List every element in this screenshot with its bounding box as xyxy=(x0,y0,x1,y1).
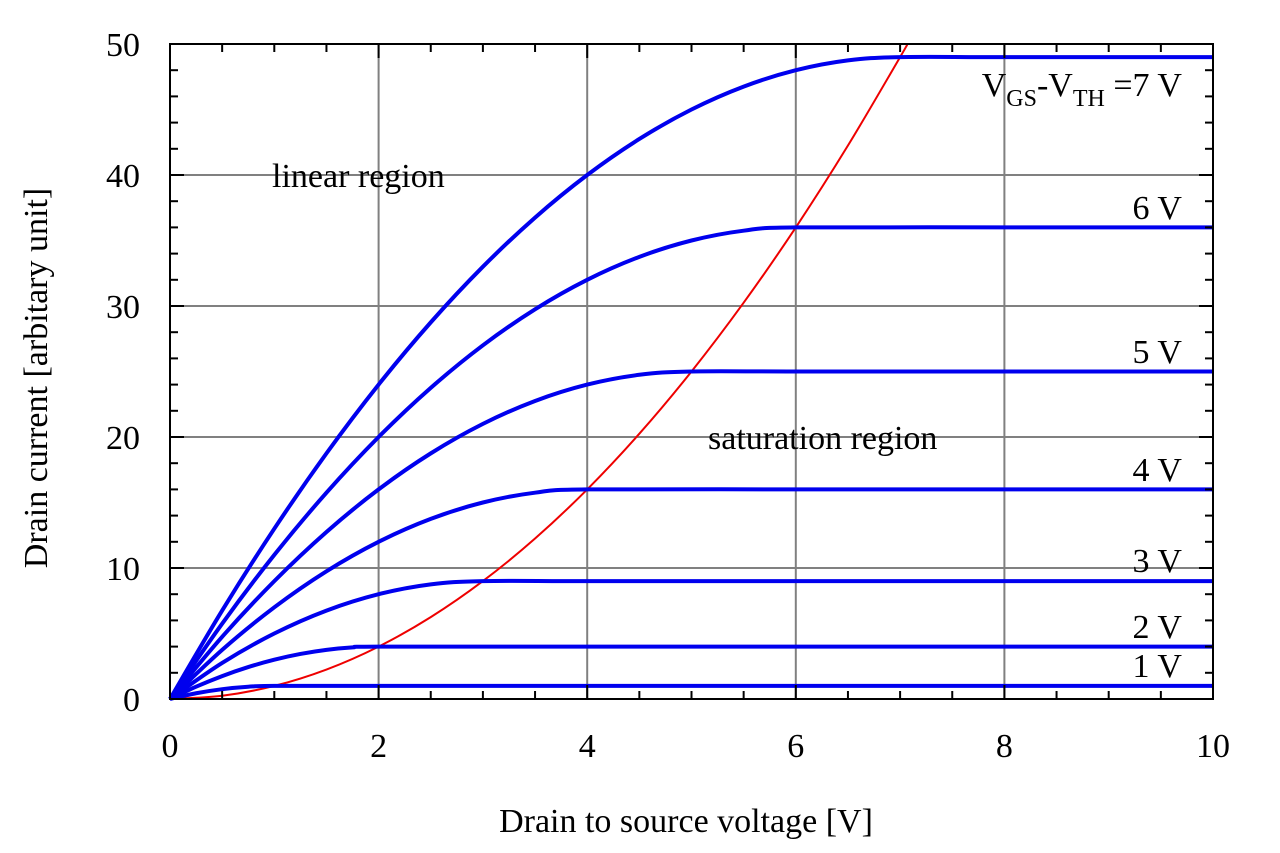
annotation-saturation-region: saturation region xyxy=(708,420,937,457)
x-tick-label: 6 xyxy=(787,728,804,765)
label-th-subscript: TH xyxy=(1073,86,1105,112)
curve-label-vov-7: VGS-VTH =7 V xyxy=(982,67,1183,112)
x-tick-label: 2 xyxy=(370,728,387,765)
y-tick-label: 20 xyxy=(106,420,140,457)
x-tick-label: 10 xyxy=(1196,728,1230,765)
curve-label-vov-2: 2 V xyxy=(1133,609,1183,646)
id-curve-vov-7 xyxy=(168,54,1213,701)
curve-label-vov-3: 3 V xyxy=(1133,543,1183,580)
label-dash-v: -V xyxy=(1037,67,1073,104)
id-curve-vov-5 xyxy=(168,369,1213,701)
curve-label-vov-4: 4 V xyxy=(1133,452,1183,489)
y-tick-label: 50 xyxy=(106,27,140,64)
y-tick-label: 0 xyxy=(123,682,140,719)
x-tick-label: 8 xyxy=(996,728,1013,765)
id-curve-vov-4 xyxy=(168,487,1213,701)
label-v: V xyxy=(982,67,1007,104)
id-curve-vov-2 xyxy=(169,644,1213,701)
curve-label-vov-5: 5 V xyxy=(1133,334,1183,371)
y-tick-label: 10 xyxy=(106,551,140,588)
grid-lines xyxy=(170,44,1213,699)
axis-tick-labels: 0 2 4 6 8 10 0 10 20 30 40 50 xyxy=(106,27,1230,765)
y-axis-title: Drain current [arbitary unit] xyxy=(18,188,55,568)
label-gs-subscript: GS xyxy=(1006,86,1037,112)
x-tick-label: 4 xyxy=(579,728,596,765)
label-tail: =7 V xyxy=(1105,67,1183,104)
x-tick-label: 0 xyxy=(162,728,179,765)
y-tick-label: 30 xyxy=(106,289,140,326)
curve-label-vov-6: 6 V xyxy=(1133,190,1183,227)
id-curve-vov-6 xyxy=(168,225,1213,701)
id-curve-vov-3 xyxy=(168,578,1213,701)
x-axis-title: Drain to source voltage [V] xyxy=(499,803,873,840)
series-layer xyxy=(168,54,1213,701)
annotation-linear-region: linear region xyxy=(272,158,445,195)
y-tick-label: 40 xyxy=(106,158,140,195)
id-curve-vov-1 xyxy=(169,683,1213,701)
curve-label-vov-1: 1 V xyxy=(1133,648,1183,685)
axis-ticks xyxy=(169,43,1214,700)
